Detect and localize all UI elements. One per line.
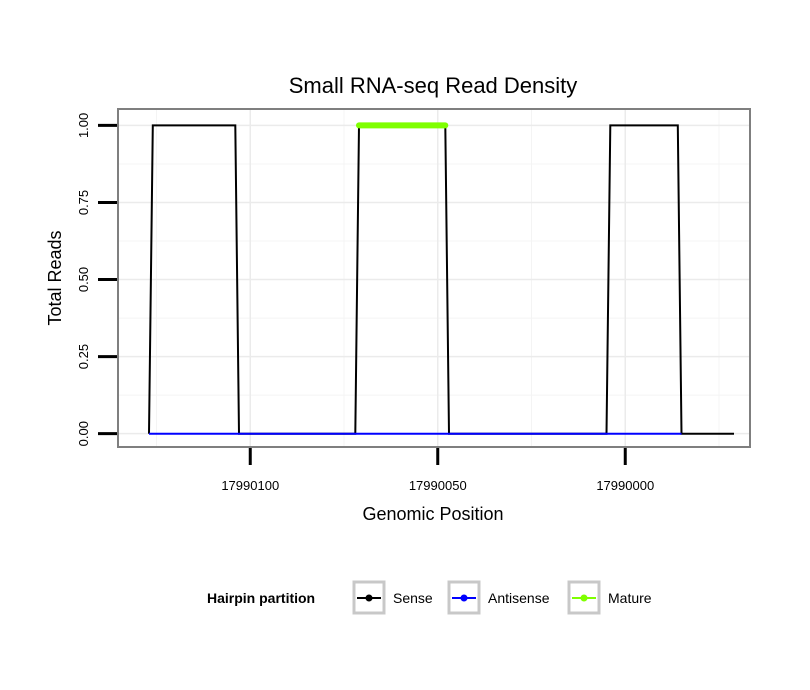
y-tick-label: 0.25 [76,344,91,369]
legend-key-point [460,594,468,602]
chart-title: Small RNA-seq Read Density [289,73,578,98]
y-tick-label: 1.00 [76,113,91,138]
legend-label-mature: Mature [608,590,652,606]
x-axis: 17990100 17990050 17990000 [221,448,654,493]
legend-label-antisense: Antisense [488,590,550,606]
x-tick-label: 17990000 [596,478,654,493]
plot-panel-border [117,108,751,448]
legend-key-point [365,594,373,602]
x-axis-title: Genomic Position [362,504,503,524]
legend-title: Hairpin partition [207,590,315,606]
legend-label-sense: Sense [393,590,433,606]
x-tick-label: 17990050 [409,478,467,493]
series-group [148,122,734,435]
x-tick-label: 17990100 [221,478,279,493]
legend: Hairpin partition Sense Antisense Mature [207,580,652,615]
y-tick-label: 0.75 [76,190,91,215]
y-tick-label: 0.00 [76,421,91,446]
y-tick-label: 0.50 [76,267,91,292]
y-axis: 0.00 0.25 0.50 0.75 1.00 [76,113,117,446]
legend-key-point [580,594,588,602]
grid [119,110,749,446]
y-axis-title: Total Reads [45,230,65,325]
